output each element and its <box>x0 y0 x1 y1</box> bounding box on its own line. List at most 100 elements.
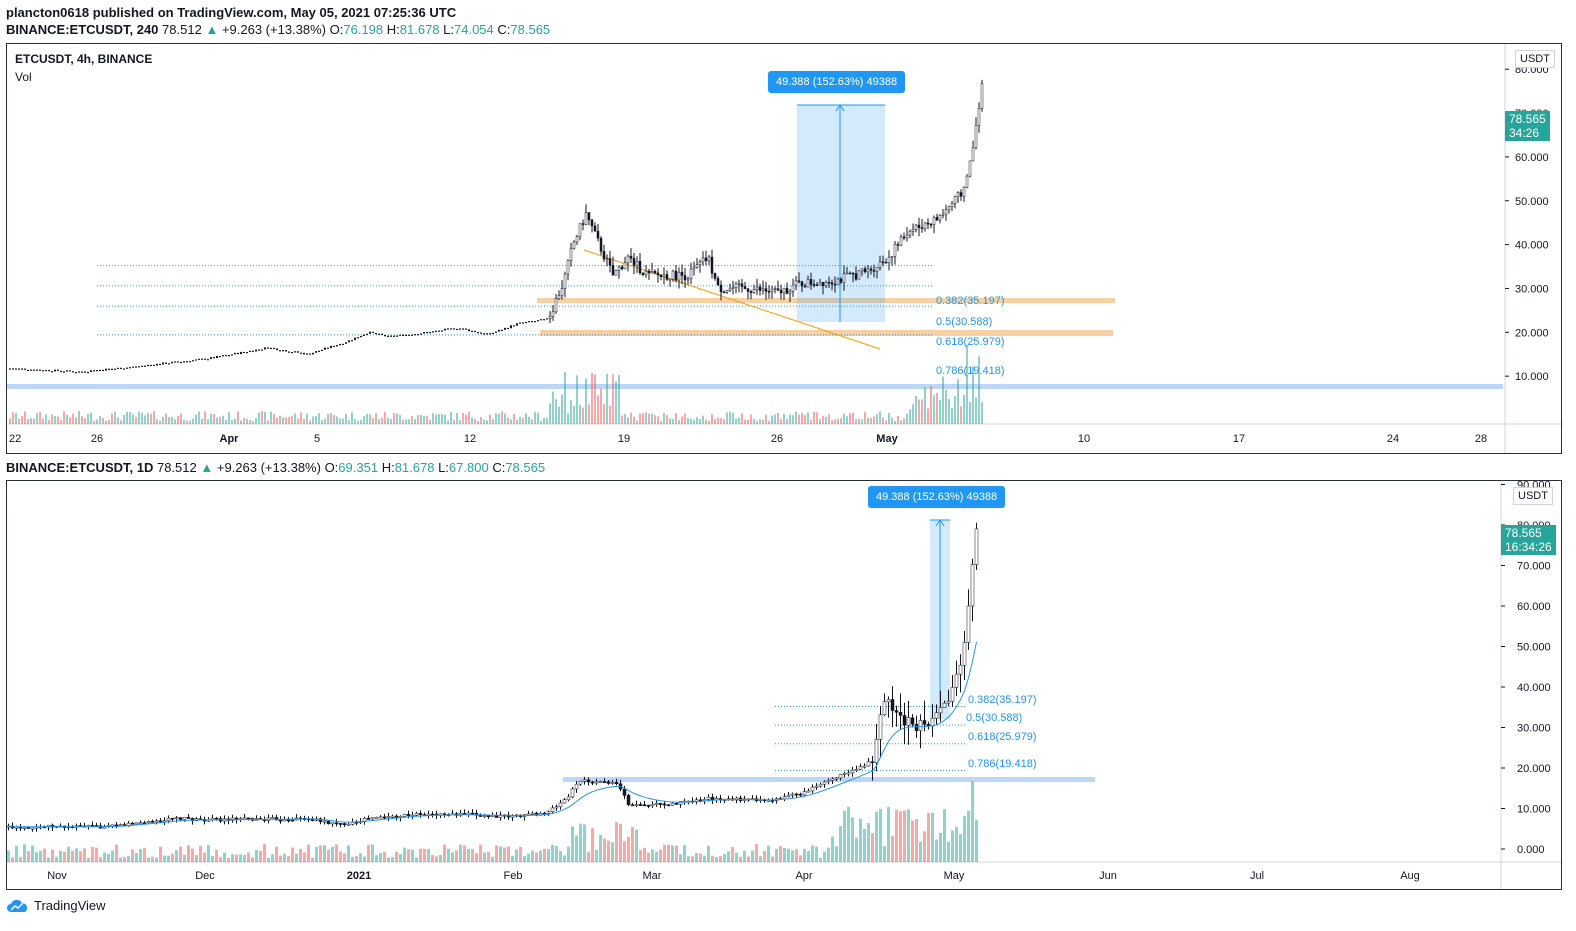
top-volume-bar <box>564 371 566 424</box>
top-volume-bar <box>456 412 458 424</box>
top-volume-bar <box>171 416 173 424</box>
bottom-volume-bar <box>523 856 526 862</box>
bottom-candle-body <box>114 824 119 827</box>
bottom-volume-bar <box>307 844 310 862</box>
top-candle-body <box>797 280 801 283</box>
bottom-volume-bar <box>459 844 462 862</box>
top-currency-button[interactable]: USDT <box>1515 50 1555 68</box>
top-candle-body <box>21 368 23 370</box>
top-volume-bar <box>720 418 722 424</box>
bottom-candle-body <box>558 802 563 807</box>
top-candle-body <box>45 369 47 372</box>
bottom-volume-bar <box>755 844 758 862</box>
top-candle-body <box>941 213 945 216</box>
top-candle-body <box>917 224 921 228</box>
top-volume-bar <box>642 413 644 424</box>
top-measure-arrowhead <box>835 104 845 112</box>
top-candle-body <box>851 272 855 275</box>
bottom-volume-bar <box>851 817 854 862</box>
bottom-volume-bar <box>559 851 562 862</box>
bottom-volume-bar <box>119 857 122 862</box>
top-volume-bar <box>978 356 980 424</box>
bottom-volume-bar <box>31 845 34 862</box>
top-volume-bar <box>627 417 629 424</box>
top-volume-bar <box>756 420 758 424</box>
top-volume-bar <box>735 418 737 424</box>
top-resistance-zone-lower <box>540 330 1113 336</box>
bottom-volume-bar <box>567 846 570 862</box>
bottom-volume-bar <box>159 846 162 862</box>
top-candle-body <box>213 357 215 359</box>
top-volume-bar <box>198 411 200 424</box>
bottom-candle-body <box>814 785 819 788</box>
bottom-volume-bar <box>167 855 170 862</box>
top-candle-body <box>974 125 978 149</box>
bottom-x-tick-label: May <box>944 870 965 882</box>
top-volume-bar <box>318 413 320 424</box>
bottom-volume-bar <box>879 808 882 862</box>
top-volume-bar <box>390 418 392 424</box>
top-volume-bar <box>441 413 443 424</box>
bottom-volume-bar <box>639 849 642 862</box>
bottom-candle-body <box>946 701 951 704</box>
bottom-volume-bar <box>83 848 86 862</box>
top-candle-body <box>614 270 618 276</box>
bottom-chart-panel[interactable]: 90.00080.00070.00060.00050.00040.00030.0… <box>6 480 1562 890</box>
bottom-candle-body <box>878 714 883 740</box>
bottom-candle-body <box>326 820 331 825</box>
top-candle-body <box>93 370 95 372</box>
bottom-candle-body <box>634 804 639 806</box>
top-volume-bar <box>132 414 134 424</box>
bottom-volume-bar <box>735 852 738 862</box>
bottom-volume-bar <box>771 856 774 862</box>
top-chart-panel[interactable]: 90.00080.00070.00060.00050.00040.00030.0… <box>6 43 1562 454</box>
top-volume-bar <box>165 413 167 424</box>
bottom-volume-bar <box>747 856 750 862</box>
bottom-x-tick-label: Apr <box>795 870 812 882</box>
top-candle-body <box>429 332 431 334</box>
top-volume-bar <box>99 416 101 424</box>
top-volume-bar <box>792 415 794 424</box>
top-volume-bar <box>258 412 260 424</box>
top-volume-bar <box>294 413 296 424</box>
top-candle-body <box>737 283 741 286</box>
bottom-volume-bar <box>443 844 446 862</box>
top-volume-bar <box>714 419 716 424</box>
top-candle-body <box>498 329 500 332</box>
top-chart-canvas[interactable]: 90.00080.00070.00060.00050.00040.00030.0… <box>7 44 1561 453</box>
top-volume-bar <box>759 419 761 424</box>
top-volume-bar <box>909 409 911 424</box>
top-x-tick-label: 24 <box>1387 433 1399 445</box>
bottom-currency-button[interactable]: USDT <box>1513 487 1553 505</box>
bottom-candle-body <box>214 817 219 820</box>
top-volume-bar <box>60 419 62 424</box>
top-candle-body <box>9 368 11 370</box>
bottom-chart-canvas[interactable]: 90.00080.00070.00060.00050.00040.00030.0… <box>7 481 1561 889</box>
top-volume-bar <box>927 408 929 424</box>
top-volume-bar <box>210 413 212 424</box>
bottom-volume-bar <box>539 850 542 862</box>
top-candle-body <box>114 368 116 370</box>
top-volume-bar <box>315 416 317 424</box>
top-candle-body <box>767 291 771 293</box>
footer-brand[interactable]: TradingView <box>6 898 106 913</box>
bottom-candle-body <box>158 820 163 823</box>
top-candle-body <box>863 268 867 273</box>
top-volume-bar <box>366 414 368 424</box>
bottom-volume-bar <box>471 849 474 862</box>
top-x-tick-label: 5 <box>314 433 320 445</box>
bottom-volume-bar <box>199 845 202 862</box>
bottom-candle-body <box>830 778 835 781</box>
top-candle-body <box>908 231 912 236</box>
bottom-y-tick-label: 10.000 <box>1517 804 1551 816</box>
top-candle-body <box>222 355 224 357</box>
top-volume-bar <box>450 411 452 424</box>
top-volume-bar <box>897 415 899 424</box>
top-volume-bar <box>891 417 893 424</box>
bottom-volume-bar <box>11 857 14 862</box>
top-volume-bar <box>309 420 311 424</box>
bottom-volume-bar <box>231 854 234 862</box>
top-candle-body <box>189 361 191 363</box>
top-volume-bar <box>663 412 665 424</box>
bottom-volume-bar <box>643 847 646 862</box>
